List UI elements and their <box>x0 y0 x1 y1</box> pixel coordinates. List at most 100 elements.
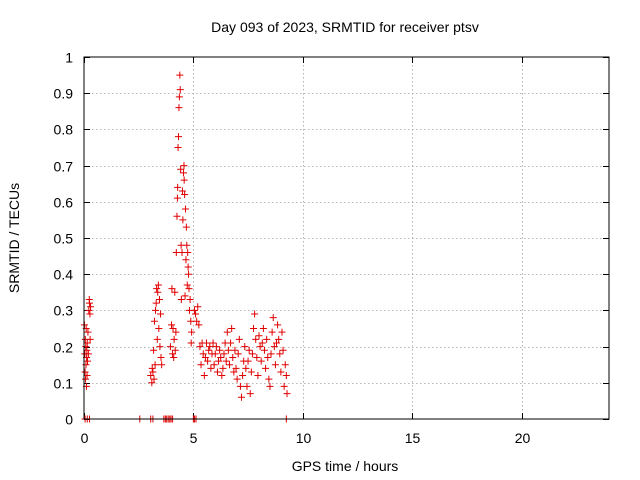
data-point <box>153 285 161 293</box>
data-point <box>204 357 212 365</box>
data-point <box>178 187 186 195</box>
data-point <box>180 176 188 184</box>
data-point <box>150 317 158 325</box>
data-point <box>84 328 92 336</box>
data-point <box>196 343 204 351</box>
data-point <box>86 335 94 343</box>
data-point <box>274 321 282 329</box>
data-point <box>184 263 192 271</box>
data-point <box>147 372 155 380</box>
data-point <box>182 256 190 264</box>
data-point <box>170 335 178 343</box>
data-point <box>229 353 237 361</box>
data-point <box>197 361 205 369</box>
data-point <box>171 288 179 296</box>
data-point <box>82 375 90 383</box>
data-point <box>248 350 256 358</box>
data-point <box>209 339 217 347</box>
data-point <box>231 346 239 354</box>
data-point <box>187 317 195 325</box>
data-point <box>170 353 178 361</box>
data-point <box>242 364 250 372</box>
data-point <box>253 353 261 361</box>
data-point <box>211 350 219 358</box>
data-point <box>174 183 182 191</box>
data-point <box>180 162 188 170</box>
data-point <box>230 368 238 376</box>
x-tick-label: 0 <box>81 430 89 446</box>
data-point <box>245 346 253 354</box>
data-point <box>257 357 265 365</box>
data-point <box>174 144 182 151</box>
data-point <box>259 325 267 332</box>
data-point <box>154 288 162 296</box>
data-point <box>217 353 225 361</box>
data-point <box>150 375 158 383</box>
data-point <box>190 306 198 314</box>
data-point <box>215 357 223 365</box>
data-point <box>283 390 291 398</box>
data-point <box>235 335 243 343</box>
data-point <box>225 361 233 369</box>
y-tick-label: 0.8 <box>54 122 74 138</box>
data-point <box>150 346 158 354</box>
data-point <box>153 335 161 343</box>
data-point <box>201 353 209 361</box>
data-point <box>183 241 191 249</box>
data-point <box>213 368 221 376</box>
data-point <box>206 343 214 351</box>
data-point <box>216 346 224 354</box>
data-point <box>224 346 232 354</box>
y-tick-label: 0 <box>65 412 73 428</box>
data-point <box>180 169 188 177</box>
data-point <box>236 382 244 390</box>
data-point <box>239 372 247 380</box>
data-point <box>264 353 272 361</box>
data-point <box>184 248 192 256</box>
data-point <box>168 285 176 293</box>
data-point <box>154 281 162 289</box>
data-point <box>173 194 181 202</box>
data-point <box>152 306 160 314</box>
data-point <box>175 104 183 112</box>
data-point <box>183 281 191 289</box>
data-point <box>82 343 90 351</box>
data-point <box>157 353 165 361</box>
data-point <box>175 133 182 141</box>
y-tick-label: 1 <box>65 50 73 66</box>
data-point <box>181 292 189 300</box>
data-point <box>169 350 177 358</box>
data-point <box>256 343 264 351</box>
data-point <box>155 296 163 304</box>
data-point <box>267 350 275 358</box>
data-point <box>173 212 181 220</box>
data-point <box>156 343 164 351</box>
y-tick-label: 0.4 <box>54 267 74 283</box>
data-point <box>260 346 268 354</box>
data-point <box>250 325 258 332</box>
data-point <box>166 343 174 351</box>
data-point <box>219 364 227 372</box>
data-point <box>246 390 254 398</box>
data-point <box>207 364 215 372</box>
data-point <box>176 86 184 94</box>
data-point <box>172 328 180 336</box>
data-point <box>84 350 92 358</box>
data-point <box>84 357 91 365</box>
data-point <box>152 299 160 307</box>
data-point <box>83 372 91 380</box>
data-point <box>81 368 89 376</box>
data-point <box>87 303 95 311</box>
x-axis-tick-labels: 0 5 10 15 20 <box>81 430 531 446</box>
data-point <box>192 310 200 318</box>
data-point <box>271 361 279 369</box>
data-point <box>254 372 262 380</box>
data-point <box>182 205 189 213</box>
data-point <box>238 393 245 401</box>
x-axis-title: GPS time / hours <box>292 458 399 474</box>
data-point <box>181 191 189 199</box>
y-tick-label: 0.7 <box>54 159 74 175</box>
data-point <box>199 350 207 358</box>
